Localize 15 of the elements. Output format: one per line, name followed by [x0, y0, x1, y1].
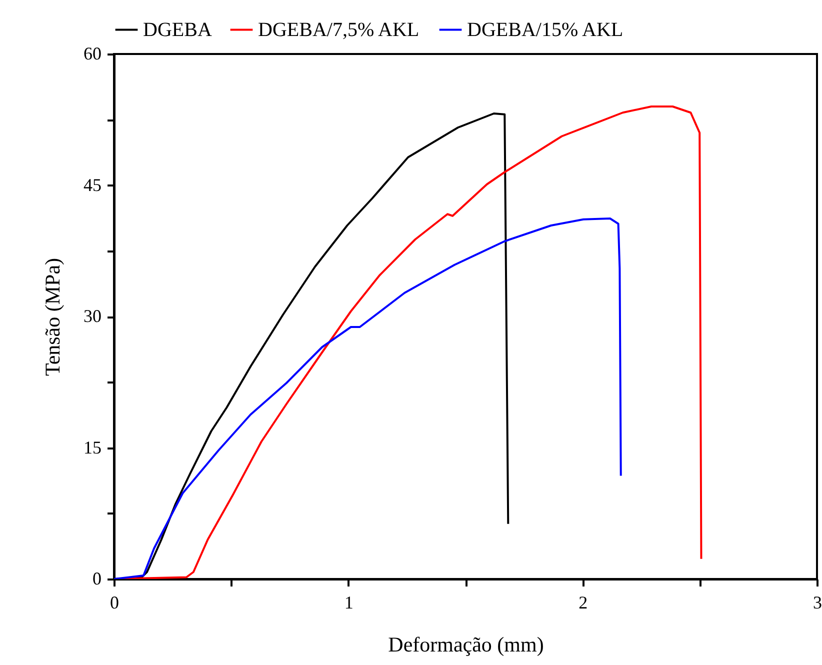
- y-tick-label: 45: [84, 174, 102, 195]
- x-tick-label: 2: [578, 592, 588, 612]
- y-tick-label: 60: [84, 44, 102, 64]
- y-axis-title: Tensão (MPa): [40, 258, 64, 376]
- x-tick-label: 1: [344, 592, 354, 612]
- x-tick-label: 3: [813, 592, 822, 612]
- y-tick-label: 30: [84, 306, 102, 326]
- legend-label: DGEBA/7,5% AKL: [258, 18, 420, 41]
- legend-label: DGEBA/15% AKL: [467, 18, 624, 41]
- line-series: [114, 218, 622, 579]
- y-tick-label: 15: [84, 437, 102, 458]
- x-axis-title: Deformação (mm): [388, 632, 544, 656]
- legend-label: DGEBA: [143, 18, 212, 41]
- x-tick-label: 0: [110, 592, 119, 612]
- y-tick-label: 0: [92, 568, 102, 588]
